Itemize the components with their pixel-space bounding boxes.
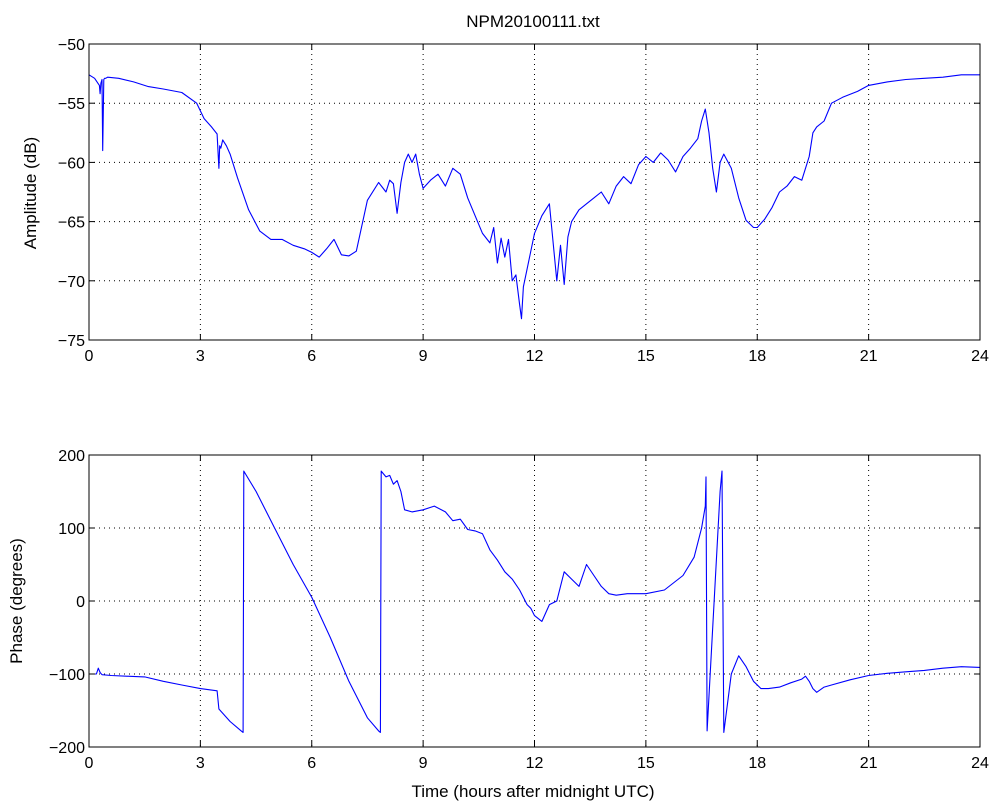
phase-x-tick-label: 3 xyxy=(196,755,205,772)
phase-x-tick-label: 0 xyxy=(85,755,94,772)
phase-x-tick-label: 24 xyxy=(971,755,989,772)
chart-title: NPM20100111.txt xyxy=(466,12,600,31)
phase-x-tick-label: 12 xyxy=(526,755,544,772)
amplitude-y-tick-label: −70 xyxy=(58,274,85,291)
phase-series-line xyxy=(89,470,981,733)
amplitude-x-tick-label: 3 xyxy=(196,348,205,365)
amplitude-x-tick-label: 18 xyxy=(748,348,766,365)
amplitude-series-line xyxy=(88,74,980,320)
phase-x-tick-label: 9 xyxy=(419,755,428,772)
phase-y-tick-label: 100 xyxy=(58,521,85,538)
phase-y-axis-label: Phase (degrees) xyxy=(7,538,26,664)
phase-x-tick-label: 21 xyxy=(860,755,878,772)
amplitude-y-tick-label: −55 xyxy=(58,96,85,113)
amplitude-y-axis-label: Amplitude (dB) xyxy=(21,137,40,249)
amplitude-x-tick-label: 0 xyxy=(85,348,94,365)
phase-y-tick-label: 200 xyxy=(58,448,85,465)
phase-x-tick-label: 18 xyxy=(748,755,766,772)
amplitude-x-tick-label: 15 xyxy=(637,348,655,365)
amplitude-y-tick-label: −50 xyxy=(58,37,85,54)
amplitude-x-tick-label: 9 xyxy=(419,348,428,365)
amplitude-x-tick-label: 6 xyxy=(307,348,316,365)
amplitude-x-tick-label: 21 xyxy=(860,348,878,365)
phase-y-tick-label: −200 xyxy=(49,740,85,757)
phase-panel: Phase (degrees) Time (hours after midnig… xyxy=(7,448,989,801)
phase-y-tick-label: 0 xyxy=(76,594,85,611)
amplitude-panel: NPM20100111.txt Amplitude (dB) 0 3 6 9 12 15 1… xyxy=(21,12,989,365)
amplitude-y-tick-label: −60 xyxy=(58,155,85,172)
amplitude-x-tick-label: 24 xyxy=(971,348,989,365)
phase-y-tick-label: −100 xyxy=(49,667,85,684)
amplitude-x-tick-label: 12 xyxy=(526,348,544,365)
amplitude-y-tick-label: −65 xyxy=(58,215,85,232)
phase-x-tick-label: 15 xyxy=(637,755,655,772)
phase-x-tick-label: 6 xyxy=(307,755,316,772)
time-x-axis-label: Time (hours after midnight UTC) xyxy=(411,782,654,801)
amplitude-y-tick-label: −75 xyxy=(58,333,85,350)
